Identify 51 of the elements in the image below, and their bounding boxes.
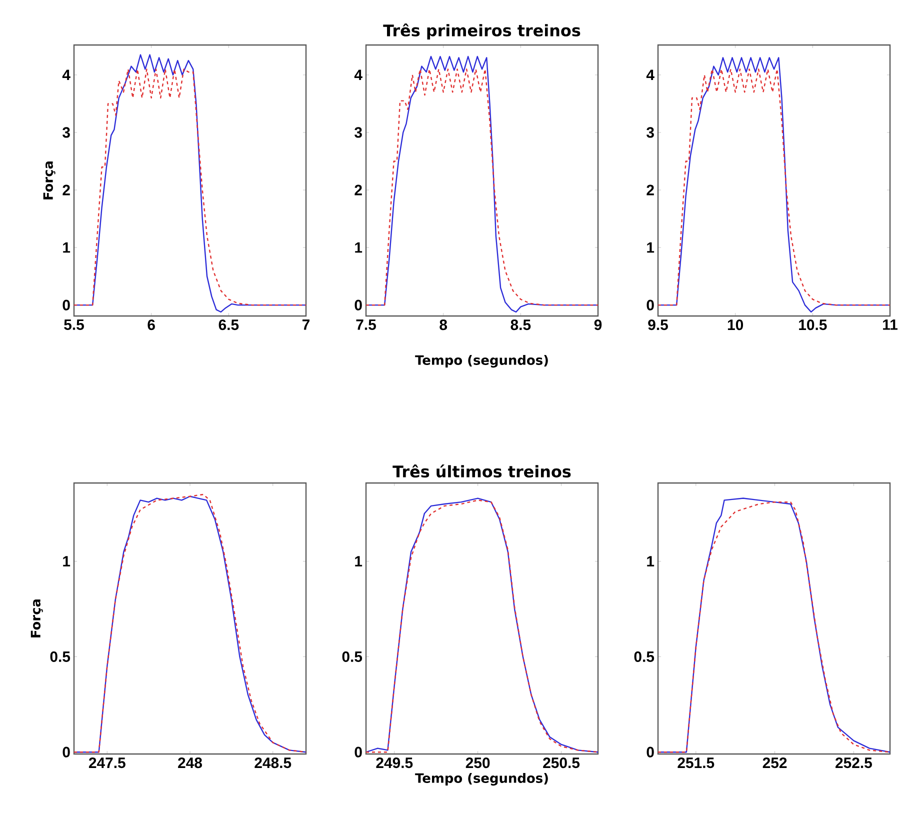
x-axis-title: Tempo (segundos): [415, 354, 548, 368]
y-tick-label: 1: [647, 556, 654, 566]
x-tick-label: 252.5: [836, 758, 872, 768]
y-tick-label: 1: [647, 242, 654, 253]
x-tick-label: 7.5: [356, 320, 376, 330]
y-tick-label: 0: [646, 746, 654, 758]
y-tick-label: 1: [63, 242, 70, 253]
y-tick-label: 2: [354, 184, 362, 196]
x-tick-label: 10.5: [799, 320, 827, 330]
x-axis-title: Tempo (segundos): [415, 772, 548, 786]
y-axis-title: Força: [30, 600, 43, 638]
x-tick-label: 252: [762, 758, 787, 768]
y-tick-label: 3: [354, 127, 362, 138]
x-tick-label: 5.5: [64, 320, 84, 330]
x-tick-label: 10: [728, 320, 744, 330]
x-tick-label: 7: [302, 320, 310, 330]
x-tick-label: 6.5: [218, 320, 239, 330]
y-tick-label: 0: [62, 746, 70, 758]
y-tick-label: 4: [62, 70, 70, 80]
y-tick-label: 2: [62, 184, 70, 196]
x-tick-label: 11: [883, 320, 898, 330]
x-tick-label: 247.5: [88, 758, 126, 768]
x-tick-label: 9.5: [648, 320, 668, 330]
y-tick-label: 3: [646, 127, 654, 138]
chart-title: Três últimos treinos: [392, 464, 571, 478]
y-tick-label: 0.5: [634, 651, 654, 662]
y-tick-label: 1: [355, 242, 362, 253]
x-tick-label: 251.5: [678, 758, 714, 768]
y-tick-label: 1: [63, 556, 70, 566]
y-tick-label: 0: [62, 300, 70, 310]
x-tick-label: 250: [466, 758, 490, 768]
x-tick-label: 249.5: [376, 758, 413, 768]
y-tick-label: 2: [646, 184, 654, 196]
x-tick-label: 8.5: [510, 320, 531, 330]
x-tick-label: 9: [594, 320, 602, 330]
x-tick-label: 248: [178, 758, 202, 768]
y-tick-label: 4: [354, 70, 362, 80]
chart-title: Três primeiros treinos: [383, 23, 580, 40]
x-tick-label: 6: [148, 320, 155, 330]
y-tick-label: 1: [355, 556, 362, 566]
y-tick-label: 4: [646, 70, 654, 80]
x-tick-label: 250.5: [543, 758, 580, 768]
y-tick-label: 0.5: [342, 651, 362, 662]
y-tick-label: 0: [354, 300, 362, 310]
y-tick-label: 0: [646, 300, 654, 310]
y-axis-title: Força: [43, 162, 56, 200]
x-tick-label: 8: [440, 320, 448, 330]
x-tick-label: 248.5: [254, 758, 292, 768]
y-tick-label: 3: [62, 127, 70, 138]
y-tick-label: 0: [354, 746, 362, 758]
y-tick-label: 0.5: [50, 651, 70, 662]
